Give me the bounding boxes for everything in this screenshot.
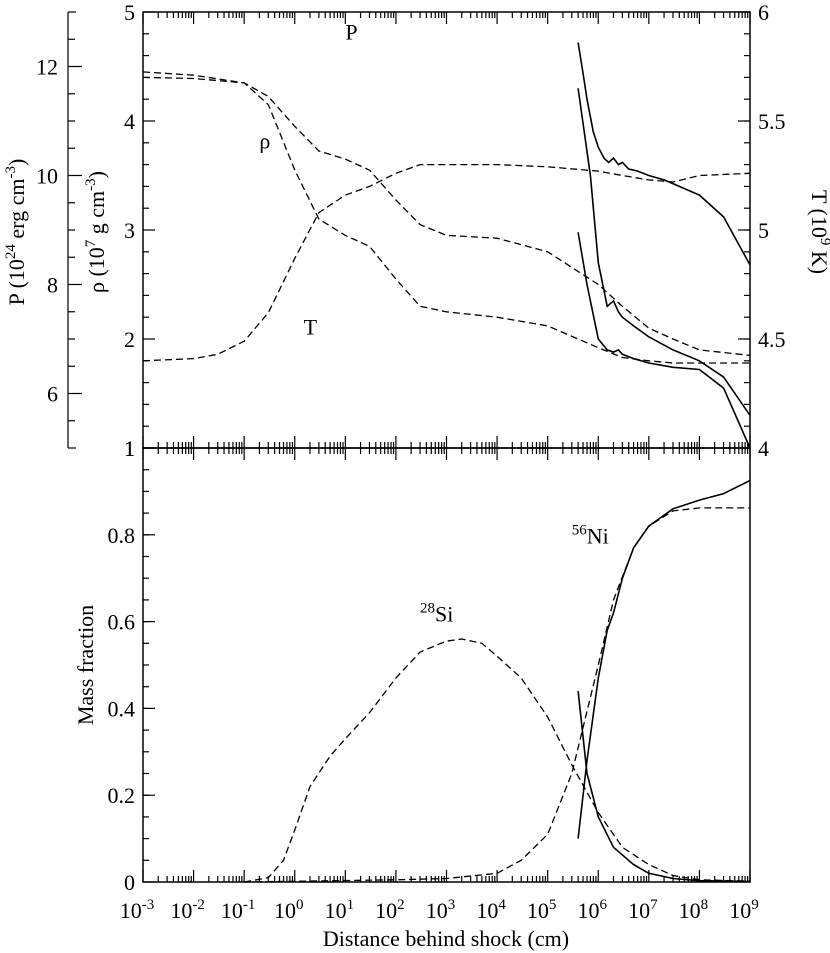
x-tick-exponent: 7 — [650, 897, 658, 913]
x-tick-label: 100 — [274, 897, 304, 923]
mass-fraction-tick-label: 0.4 — [108, 696, 136, 721]
rho-tick-label: 3 — [124, 218, 135, 243]
x-tick-label: 105 — [527, 897, 557, 923]
curve-label-text: Ni — [587, 523, 609, 548]
mass-fraction-tick-label: 0.6 — [108, 610, 136, 635]
x-tick-exponent: 4 — [498, 897, 506, 913]
curve-label-rho: ρ — [259, 128, 270, 153]
T-tick-label: 5.5 — [758, 109, 786, 134]
top-series-3-solid — [577, 42, 751, 266]
rho-axis-label-text: ρ (10 — [84, 247, 109, 293]
curve-label-T: T — [304, 315, 318, 340]
x-tick-exponent: 5 — [549, 897, 557, 913]
x-tick-label: 104 — [476, 897, 506, 923]
P-tick-label: 12 — [36, 55, 58, 80]
top-series-4-solid — [577, 232, 751, 449]
rho-tick-label: 1 — [124, 436, 135, 461]
x-tick-label: 101 — [325, 897, 355, 923]
curve-label-Si: 28Si — [420, 601, 453, 627]
rho-tick-label: 5 — [124, 0, 135, 25]
mass-fraction-tick-label: 0.8 — [108, 523, 136, 548]
bottom-series-1-56Ni — [244, 507, 750, 883]
T-axis-label-text: T (10 — [807, 190, 830, 238]
P-tick-label: 10 — [36, 164, 58, 189]
P-axis-label-sup: 24 — [3, 244, 19, 260]
x-tick-exponent: 3 — [448, 897, 456, 913]
mass-fraction-tick-label: 1 — [124, 436, 135, 461]
curve-label-Ni: 56Ni — [572, 522, 609, 548]
mass-fraction-tick-label: 0 — [124, 870, 135, 895]
T-axis-label-text: K) — [807, 245, 830, 274]
rho-axis-label-text: g cm — [84, 191, 109, 240]
curve-label-text: Si — [435, 602, 453, 627]
P-axis-label-text: erg cm — [4, 179, 29, 245]
x-tick-label: 108 — [679, 897, 709, 923]
rho-axis-label-text: ) — [84, 171, 109, 178]
top-series-5-solid — [577, 88, 751, 416]
curve-label-sup: 28 — [420, 601, 435, 617]
x-tick-exponent: -2 — [192, 897, 205, 913]
x-axis-label: Distance behind shock (cm) — [323, 926, 569, 951]
mass-fraction-axis-label: Mass fraction — [73, 605, 98, 725]
rho-tick-label: 2 — [124, 327, 135, 352]
P-axis-label-sup: -3 — [3, 166, 19, 179]
P-tick-label: 8 — [47, 273, 58, 298]
top-series-0-P — [142, 76, 751, 357]
x-tick-label: 109 — [729, 897, 759, 923]
rho-axis-label-sup: -3 — [83, 178, 99, 191]
T-axis-label-sup: 9 — [817, 238, 830, 246]
x-tick-exponent: 1 — [347, 897, 355, 913]
P-axis-label: P (1024 erg cm-3) — [3, 159, 29, 306]
x-tick-exponent: 9 — [751, 897, 759, 913]
x-tick-label: 10-1 — [221, 897, 256, 923]
rho-axis-label-sup: 7 — [83, 239, 99, 247]
P-tick-label: 6 — [47, 382, 58, 407]
bottom-plot-frame — [142, 447, 751, 883]
x-tick-exponent: -1 — [243, 897, 256, 913]
bottom-series-0-28Si — [244, 638, 751, 883]
x-tick-exponent: -3 — [142, 897, 155, 913]
x-tick-exponent: 8 — [701, 897, 709, 913]
curve-label-sup: 56 — [572, 522, 588, 538]
x-tick-label: 106 — [578, 897, 608, 923]
top-series-2-T — [142, 163, 751, 362]
top-plot-frame — [142, 11, 751, 449]
curve-label-P: P — [345, 19, 357, 44]
bottom-series-3-solid — [577, 479, 751, 839]
T-tick-label: 4.5 — [758, 327, 786, 352]
mass-fraction-tick-label: 0.2 — [108, 783, 136, 808]
rho-tick-label: 4 — [124, 109, 135, 134]
x-tick-label: 10-2 — [170, 897, 205, 923]
x-tick-exponent: 2 — [397, 897, 405, 913]
T-tick-label: 5 — [758, 218, 769, 243]
bottom-series-2-solid — [577, 690, 751, 883]
bottom-panel: 10-3 10-2 10-1 100 101 102 103 104 105 106 107 108 1… — [73, 436, 759, 923]
P-axis-label-text: ) — [4, 159, 29, 166]
top-series-1-rho — [142, 71, 750, 364]
x-tick-exponent: 6 — [600, 897, 608, 913]
T-tick-label: 4 — [758, 436, 769, 461]
x-tick-exponent: 0 — [296, 897, 304, 913]
rho-axis-label: ρ (107 g cm-3) — [83, 171, 109, 293]
P-axis-label-text: P (10 — [4, 259, 29, 305]
x-tick-label: 102 — [375, 897, 405, 923]
x-tick-label: 103 — [426, 897, 456, 923]
x-tick-label: 10-3 — [120, 897, 155, 923]
T-tick-label: 6 — [758, 0, 769, 25]
x-tick-label: 107 — [628, 897, 658, 923]
T-axis-label: T (109 K) — [807, 190, 830, 274]
